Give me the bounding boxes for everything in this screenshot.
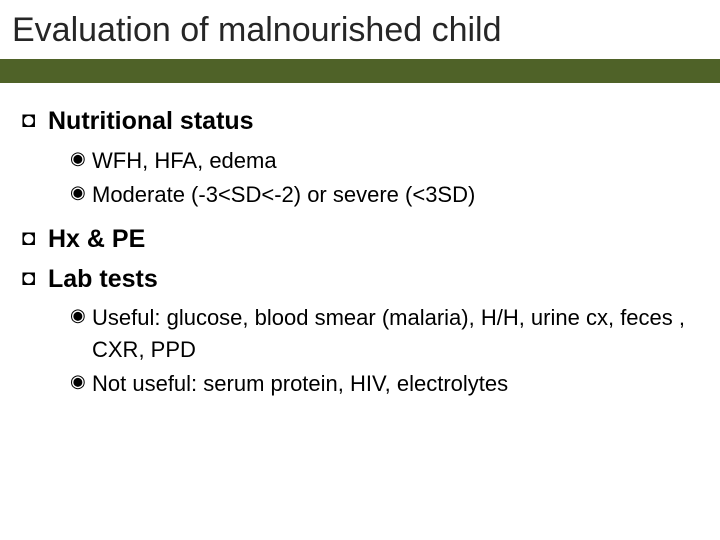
- item-text: Lab tests: [48, 263, 158, 297]
- accent-bar: [0, 59, 720, 83]
- list-item: ◘ Hx & PE: [22, 223, 698, 257]
- slide: Evaluation of malnourished child ◘ Nutri…: [0, 0, 720, 540]
- list-item: ◉ Not useful: serum protein, HIV, electr…: [70, 368, 698, 400]
- list-item: ◘ Lab tests: [22, 263, 698, 297]
- square-bullet-icon: ◘: [22, 263, 48, 293]
- list-item: ◉ Moderate (-3<SD<-2) or severe (<3SD): [70, 179, 698, 211]
- sublist: ◉ Useful: glucose, blood smear (malaria)…: [22, 302, 698, 400]
- item-text: Moderate (-3<SD<-2) or severe (<3SD): [92, 179, 475, 211]
- square-bullet-icon: ◘: [22, 105, 48, 135]
- square-bullet-icon: ◘: [22, 223, 48, 253]
- item-text: Hx & PE: [48, 223, 145, 257]
- item-text: WFH, HFA, edema: [92, 145, 277, 177]
- slide-content: ◘ Nutritional status ◉ WFH, HFA, edema ◉…: [0, 105, 720, 400]
- item-text: Useful: glucose, blood smear (malaria), …: [92, 302, 698, 366]
- item-text: Not useful: serum protein, HIV, electrol…: [92, 368, 508, 400]
- circle-bullet-icon: ◉: [70, 179, 92, 205]
- list-item: ◘ Nutritional status: [22, 105, 698, 139]
- slide-title: Evaluation of malnourished child: [0, 12, 720, 59]
- list-item: ◉ Useful: glucose, blood smear (malaria)…: [70, 302, 698, 366]
- item-text: Nutritional status: [48, 105, 254, 139]
- sublist: ◉ WFH, HFA, edema ◉ Moderate (-3<SD<-2) …: [22, 145, 698, 211]
- circle-bullet-icon: ◉: [70, 145, 92, 171]
- circle-bullet-icon: ◉: [70, 368, 92, 394]
- circle-bullet-icon: ◉: [70, 302, 92, 328]
- list-item: ◉ WFH, HFA, edema: [70, 145, 698, 177]
